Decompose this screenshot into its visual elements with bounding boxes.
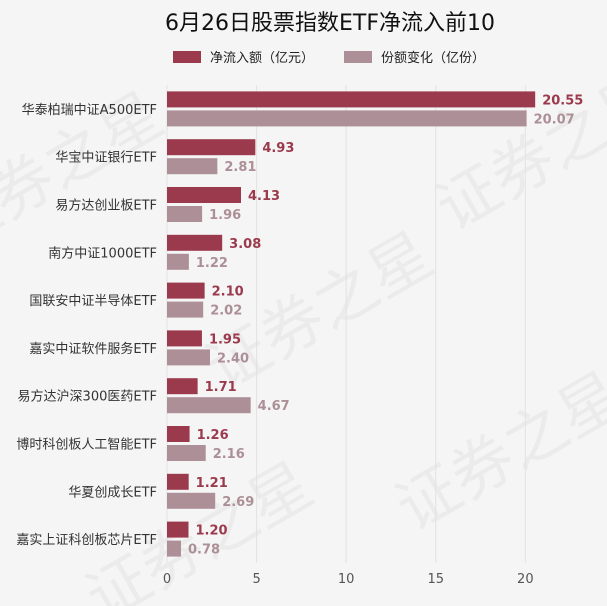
data-label: 0.78: [188, 543, 220, 558]
data-label: 20.55: [542, 93, 583, 108]
bar: [167, 426, 190, 442]
chart-title: 6月26日股票指数ETF净流入前10: [165, 11, 495, 36]
x-tick-labels: 0 5 10 15 20: [163, 572, 534, 587]
data-label: 2.10: [212, 285, 244, 300]
bar: [167, 473, 189, 490]
bar: [167, 301, 204, 318]
data-label: 1.71: [205, 380, 237, 395]
data-label: 4.93: [262, 141, 294, 156]
bar: [167, 110, 527, 127]
bars: 20.55 20.07 4.93 2.81 4.13 1.96 3.081.22 2.10 2.…: [167, 91, 583, 558]
watermark: 证券之星证券之星证券之星证券之星证券之星: [0, 58, 607, 606]
x-tick-label: 20: [517, 572, 534, 587]
bar: [167, 158, 218, 175]
category-label: 易方达沪深300医药ETF: [18, 389, 157, 405]
x-tick-label: 0: [163, 572, 171, 587]
category-label: 嘉实中证软件服务ETF: [29, 341, 157, 357]
data-label: 2.40: [217, 351, 249, 366]
category-label: 南方中证1000ETF: [48, 245, 157, 261]
legend-swatch: [344, 51, 372, 63]
data-label: 4.67: [258, 399, 290, 414]
data-label: 4.13: [248, 189, 280, 204]
x-tick-label: 15: [427, 572, 444, 587]
data-label: 1.96: [209, 208, 241, 223]
bar: [167, 91, 536, 108]
bar: [167, 206, 203, 222]
bar: [167, 445, 206, 461]
data-label: 2.16: [213, 447, 245, 462]
category-label: 华泰柏瑞中证A500ETF: [22, 103, 157, 118]
legend-label: 净流入额（亿元）: [210, 51, 314, 66]
bar: [167, 540, 181, 557]
data-label: 1.22: [196, 256, 228, 271]
legend-swatch: [173, 51, 201, 63]
category-label: 博时科创板人工智能ETF: [16, 438, 157, 453]
legend-label: 份额变化（亿份）: [381, 50, 485, 66]
bar: [167, 253, 189, 270]
data-label: 2.69: [222, 495, 254, 510]
category-label: 易方达创业板ETF: [55, 198, 157, 214]
bar: [167, 139, 256, 156]
bar: [167, 187, 241, 203]
data-label: 2.81: [224, 160, 256, 175]
data-label: 1.21: [196, 476, 228, 491]
bar: [167, 234, 223, 251]
legend: 净流入额（亿元） 份额变化（亿份）: [173, 50, 485, 66]
watermark-text: 证券之星: [384, 358, 607, 545]
category-label: 华夏创成长ETF: [68, 485, 157, 500]
category-labels: 华泰柏瑞中证A500ETF 华宝中证银行ETF 易方达创业板ETF 南方中证1000E…: [16, 103, 157, 548]
data-label: 1.20: [196, 524, 228, 539]
bar: [167, 521, 189, 538]
data-label: 2.02: [210, 304, 242, 319]
data-label: 1.95: [209, 332, 241, 347]
bar: [167, 330, 202, 347]
bar: [167, 349, 210, 366]
bar: [167, 378, 198, 395]
category-label: 华宝中证银行ETF: [55, 151, 157, 166]
bar: [167, 397, 251, 414]
data-label: 1.26: [197, 428, 229, 443]
data-label: 20.07: [534, 112, 575, 127]
bar: [167, 282, 205, 299]
x-tick-label: 5: [252, 572, 260, 587]
x-tick-label: 10: [338, 572, 355, 587]
bar: [167, 492, 216, 509]
category-label: 国联安中证半导体ETF: [29, 294, 157, 309]
category-label: 嘉实上证科创板芯片ETF: [16, 533, 157, 548]
watermark-text: 证券之星: [424, 58, 607, 245]
data-label: 3.08: [229, 237, 261, 252]
